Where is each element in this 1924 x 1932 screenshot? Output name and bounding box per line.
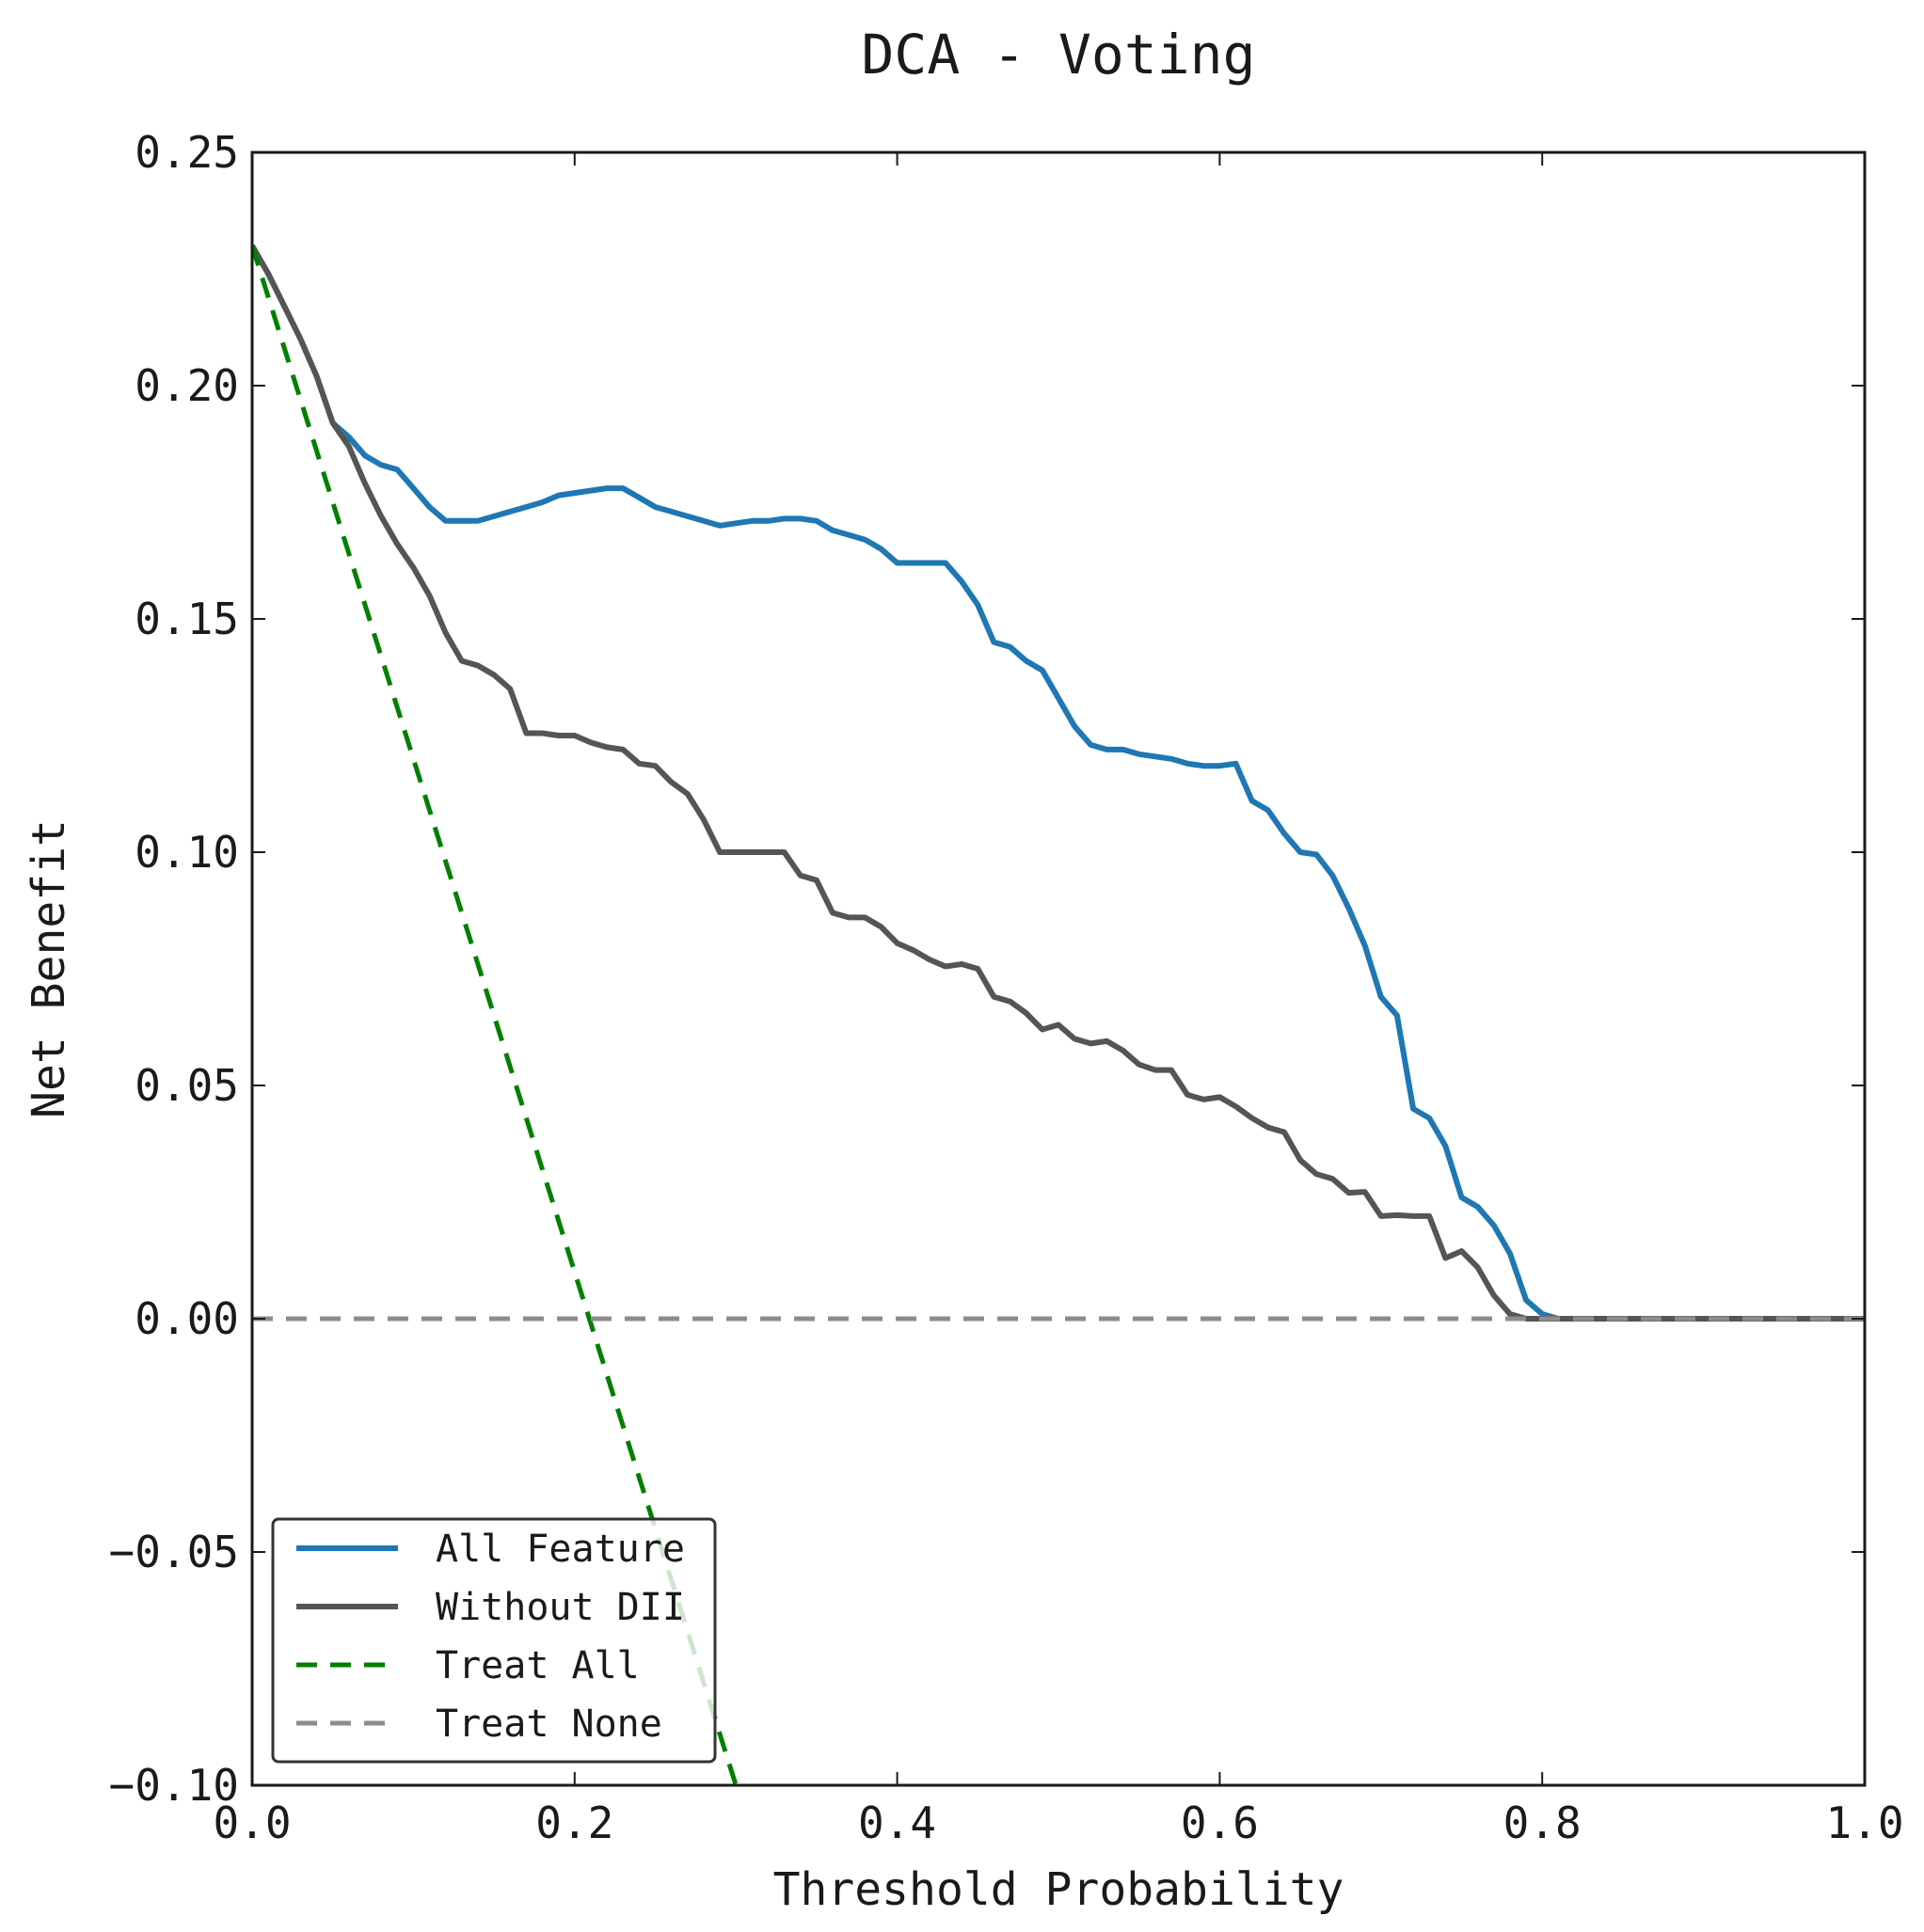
y-tick-label: 0.05	[135, 1060, 239, 1111]
x-tick-label: 0.8	[1503, 1797, 1582, 1848]
chart-title: DCA - Voting	[861, 23, 1255, 87]
x-tick-label: 1.0	[1825, 1797, 1903, 1848]
x-axis-label: Threshold Probability	[773, 1863, 1344, 1916]
y-tick-label: 0.25	[135, 127, 239, 178]
legend-box	[271, 1517, 717, 1764]
y-tick-label: −0.10	[109, 1760, 239, 1811]
legend: All Feature Without DII Treat All Treat Non…	[271, 1517, 717, 1764]
x-tick-label: 0.2	[535, 1797, 613, 1848]
y-tick-label: −0.05	[109, 1527, 239, 1577]
ticks-layer: 0.0 0.2 0.4 0.6 0.8 1.0 −0.10 −0.05 0.00 0.05 0.10…	[109, 127, 1904, 1848]
series-line-without-dii	[252, 244, 1865, 1322]
x-tick-label: 0.0	[213, 1797, 291, 1848]
legend-label: All Feature	[436, 1528, 685, 1571]
plot-frame	[250, 150, 1867, 1787]
y-tick-label: 0.20	[135, 360, 239, 411]
legend-label: Treat None	[436, 1702, 662, 1746]
legend-item-treat-none: Treat None	[296, 1702, 662, 1746]
series-layer	[252, 244, 1865, 1785]
legend-item-treat-all: Treat All	[296, 1644, 640, 1687]
legend-label: Without DII	[436, 1586, 685, 1629]
y-tick-label: 0.10	[135, 827, 239, 878]
y-tick-label: 0.00	[135, 1293, 239, 1344]
legend-item-without-dii: Without DII	[296, 1586, 685, 1629]
x-tick-label: 0.4	[858, 1797, 936, 1848]
legend-item-all-feature: All Feature	[296, 1528, 685, 1571]
y-tick-label: 0.15	[135, 594, 239, 644]
legend-label: Treat All	[436, 1644, 640, 1687]
y-axis-label: Net Benefit	[23, 819, 75, 1118]
series-line-all-feature	[252, 244, 1865, 1322]
x-tick-label: 0.6	[1181, 1797, 1259, 1848]
